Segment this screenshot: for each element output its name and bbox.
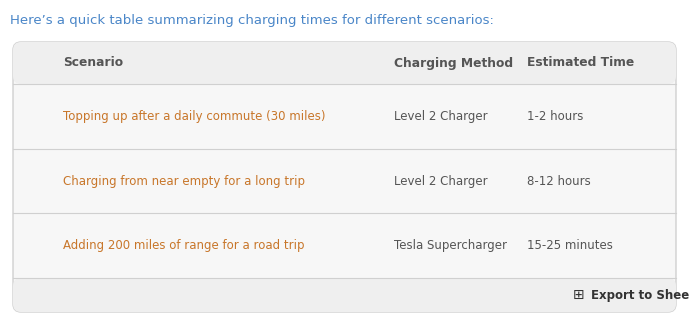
Text: Charging from near empty for a long trip: Charging from near empty for a long trip xyxy=(63,175,305,188)
Text: Adding 200 miles of range for a road trip: Adding 200 miles of range for a road tri… xyxy=(63,239,305,252)
Text: Export to Sheets: Export to Sheets xyxy=(591,288,689,301)
Text: Estimated Time: Estimated Time xyxy=(527,57,634,70)
Text: 15-25 minutes: 15-25 minutes xyxy=(527,239,613,252)
Text: 1-2 hours: 1-2 hours xyxy=(527,110,583,123)
Text: Here’s a quick table summarizing charging times for different scenarios:: Here’s a quick table summarizing chargin… xyxy=(10,14,494,27)
Text: Tesla Supercharger: Tesla Supercharger xyxy=(394,239,507,252)
Text: 8-12 hours: 8-12 hours xyxy=(527,175,590,188)
FancyBboxPatch shape xyxy=(13,42,676,312)
Text: ⊞: ⊞ xyxy=(573,288,585,302)
Text: Scenario: Scenario xyxy=(63,57,123,70)
Text: Level 2 Charger: Level 2 Charger xyxy=(394,175,488,188)
Text: Charging Method: Charging Method xyxy=(394,57,513,70)
FancyBboxPatch shape xyxy=(13,278,676,312)
Text: Topping up after a daily commute (30 miles): Topping up after a daily commute (30 mil… xyxy=(63,110,325,123)
FancyBboxPatch shape xyxy=(13,42,676,84)
Text: Level 2 Charger: Level 2 Charger xyxy=(394,110,488,123)
